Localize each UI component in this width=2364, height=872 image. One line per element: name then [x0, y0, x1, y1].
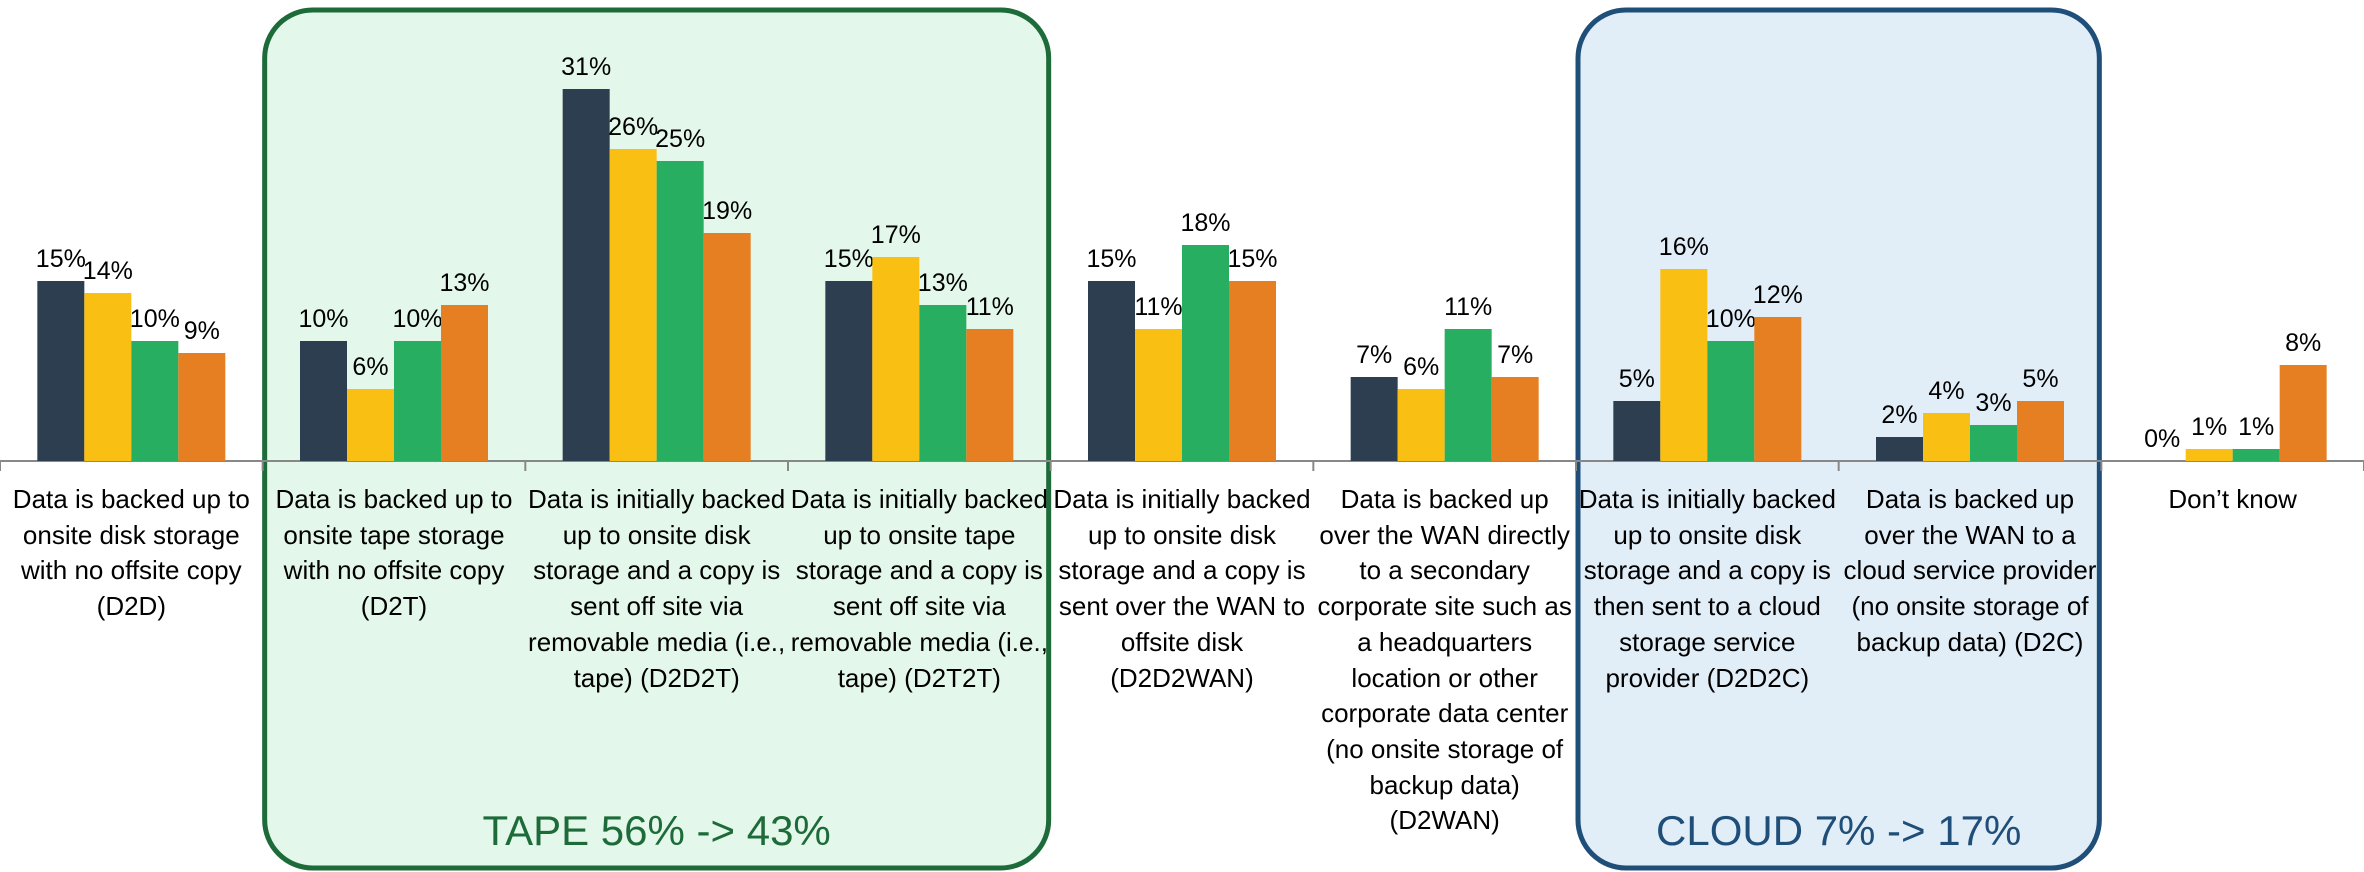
value-label: 1%: [2238, 413, 2274, 441]
bar: [609, 149, 657, 461]
value-label: 10%: [392, 305, 442, 333]
bar: [1182, 245, 1229, 461]
bar: [1970, 425, 2017, 461]
bar: [656, 161, 704, 461]
value-label: 9%: [184, 317, 220, 345]
bar: [1397, 389, 1445, 461]
value-label: 18%: [1180, 209, 1230, 237]
bar: [1088, 281, 1135, 461]
bar: [2017, 401, 2064, 461]
value-label: 3%: [1975, 389, 2011, 417]
annotation: TAPE 56% -> 43%: [483, 807, 831, 854]
annotation: CLOUD 7% -> 17%: [1656, 807, 2021, 854]
value-label: 10%: [298, 305, 348, 333]
bar: [347, 389, 394, 461]
value-label: 4%: [1928, 377, 1964, 405]
bar: [2279, 365, 2327, 461]
value-label: 11%: [1444, 293, 1492, 321]
value-label: 2%: [1881, 401, 1917, 429]
value-label: 6%: [1403, 353, 1439, 381]
bar: [1350, 377, 1398, 461]
bar: [1444, 329, 1492, 461]
category-label: Data is initially backed up to onsite di…: [1578, 484, 1836, 693]
value-label: 0%: [2144, 425, 2180, 453]
bar: [1923, 413, 1970, 461]
bar: [1876, 437, 1923, 461]
bar: [1660, 269, 1708, 461]
value-label: 16%: [1659, 233, 1709, 261]
category-label: Data is backed up over the WAN directly …: [1317, 484, 1572, 836]
value-label: 15%: [1086, 245, 1136, 273]
bar: [37, 281, 85, 461]
value-label: 25%: [655, 125, 705, 153]
value-label: 5%: [1619, 365, 1655, 393]
value-label: 7%: [1356, 341, 1392, 369]
bar: [178, 353, 226, 461]
bar: [2232, 449, 2280, 461]
value-label: 26%: [608, 113, 658, 141]
bar: [300, 341, 347, 461]
bar: [562, 89, 610, 461]
category-label: Data is initially backed up to onsite di…: [1053, 484, 1311, 693]
value-label: 6%: [352, 353, 388, 381]
category-label: Data is initially backed up to onsite di…: [528, 484, 786, 693]
bar: [1754, 317, 1802, 461]
category-label: Data is backed up to onsite disk storage…: [12, 484, 250, 622]
value-label: 14%: [83, 257, 133, 285]
bar: [84, 293, 132, 461]
bar: [919, 305, 967, 461]
bar: [2185, 449, 2233, 461]
value-label: 17%: [871, 221, 921, 249]
value-label: 10%: [1706, 305, 1756, 333]
value-label: 5%: [2022, 365, 2058, 393]
value-label: 31%: [561, 53, 611, 81]
category-label: Data is backed up over the WAN to a clou…: [1843, 484, 2097, 657]
bar: [1135, 329, 1182, 461]
value-label: 1%: [2191, 413, 2227, 441]
highlight-box: [1575, 7, 2102, 871]
category-label: Data is backed up to onsite tape storage…: [275, 484, 513, 622]
value-label: 13%: [439, 269, 489, 297]
bar: [394, 341, 441, 461]
category-label: Data is initially backed up to onsite ta…: [790, 484, 1048, 693]
bar: [966, 329, 1014, 461]
bar: [1229, 281, 1276, 461]
bar: [441, 305, 488, 461]
value-label: 13%: [918, 269, 968, 297]
bar: [1613, 401, 1661, 461]
value-label: 10%: [130, 305, 180, 333]
bar: [825, 281, 873, 461]
value-label: 15%: [824, 245, 874, 273]
value-label: 11%: [1134, 293, 1182, 321]
bar: [703, 233, 751, 461]
value-label: 12%: [1753, 281, 1803, 309]
value-label: 7%: [1497, 341, 1533, 369]
value-label: 19%: [702, 197, 752, 225]
bar: [1491, 377, 1539, 461]
category-label: Don’t know: [2168, 484, 2297, 514]
bar: [131, 341, 179, 461]
bar: [1707, 341, 1755, 461]
bar: [872, 257, 920, 461]
value-label: 15%: [1227, 245, 1277, 273]
value-label: 8%: [2285, 329, 2321, 357]
value-label: 11%: [966, 293, 1014, 321]
value-label: 15%: [36, 245, 86, 273]
